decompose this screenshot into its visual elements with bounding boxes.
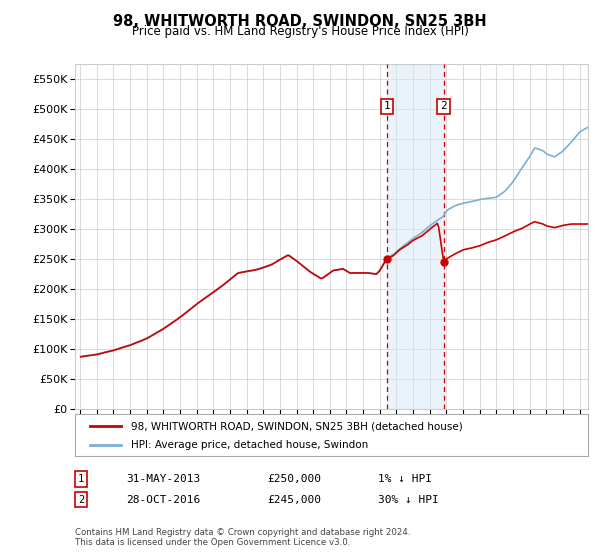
Text: 28-OCT-2016: 28-OCT-2016	[126, 494, 200, 505]
Text: Contains HM Land Registry data © Crown copyright and database right 2024.
This d: Contains HM Land Registry data © Crown c…	[75, 528, 410, 547]
Text: 2: 2	[78, 494, 84, 505]
Text: 1% ↓ HPI: 1% ↓ HPI	[378, 474, 432, 484]
Text: 98, WHITWORTH ROAD, SWINDON, SN25 3BH: 98, WHITWORTH ROAD, SWINDON, SN25 3BH	[113, 14, 487, 29]
Text: 1: 1	[383, 101, 390, 111]
Text: £245,000: £245,000	[267, 494, 321, 505]
Text: 30% ↓ HPI: 30% ↓ HPI	[378, 494, 439, 505]
Bar	[387, 64, 443, 409]
Text: 2: 2	[440, 101, 447, 111]
Text: 31-MAY-2013: 31-MAY-2013	[126, 474, 200, 484]
Text: Price paid vs. HM Land Registry's House Price Index (HPI): Price paid vs. HM Land Registry's House …	[131, 25, 469, 38]
Text: 98, WHITWORTH ROAD, SWINDON, SN25 3BH (detached house): 98, WHITWORTH ROAD, SWINDON, SN25 3BH (d…	[131, 421, 463, 431]
Text: HPI: Average price, detached house, Swindon: HPI: Average price, detached house, Swin…	[131, 440, 368, 450]
Text: 1: 1	[78, 474, 84, 484]
Text: £250,000: £250,000	[267, 474, 321, 484]
